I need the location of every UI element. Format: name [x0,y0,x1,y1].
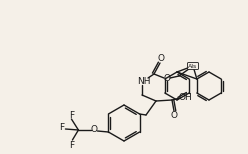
Text: F: F [69,111,74,120]
Text: F: F [69,140,74,150]
Text: NH: NH [137,77,151,85]
Text: O: O [157,53,164,63]
Text: Als: Als [188,63,198,69]
Text: F: F [59,124,64,132]
Text: OH: OH [178,93,192,101]
Text: O: O [163,73,171,83]
Text: O: O [171,111,178,120]
Text: O: O [91,126,98,134]
